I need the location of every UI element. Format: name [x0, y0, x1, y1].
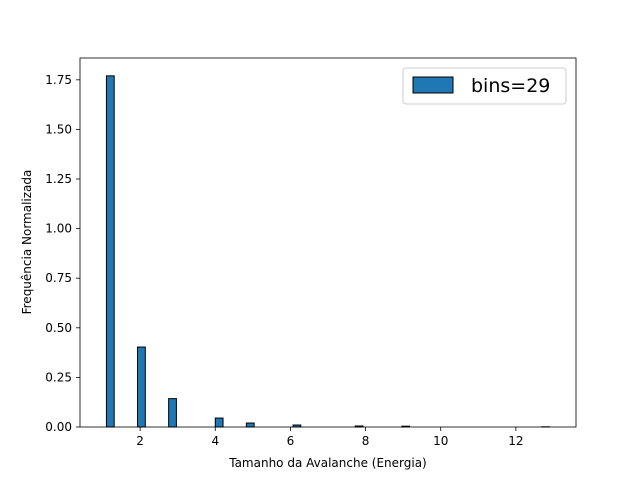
- y-axis-label: Frequência Normalizada: [20, 170, 34, 315]
- legend: bins=29: [402, 67, 567, 105]
- y-tick-label: 1.00: [45, 222, 72, 236]
- x-tick-label: 10: [433, 434, 448, 448]
- y-tick-label: 0.25: [45, 370, 72, 384]
- y-tick-label: 0.00: [45, 420, 72, 434]
- bar-bin-1: [105, 75, 115, 428]
- bar-bin-3: [137, 346, 146, 428]
- y-tick-label: 1.25: [45, 172, 72, 186]
- plot-frame: [79, 57, 577, 428]
- legend-label: bins=29: [471, 75, 550, 97]
- x-axis-ticks: 2 4 6 8 10 12: [136, 427, 524, 448]
- x-axis-label: Tamanho da Avalanche (Energia): [228, 456, 427, 470]
- y-axis-ticks: 0.00 0.25 0.50 0.75 1.00 1.25 1.50 1.75: [45, 73, 80, 434]
- y-tick-label: 0.50: [45, 321, 72, 335]
- x-tick-label: 6: [287, 434, 295, 448]
- x-tick-label: 4: [211, 434, 219, 448]
- legend-swatch: [412, 76, 454, 94]
- y-tick-label: 1.50: [45, 122, 72, 136]
- y-tick-label: 0.75: [45, 271, 72, 285]
- bar-bin-10: [245, 422, 255, 428]
- bar-bin-8: [214, 417, 224, 428]
- x-tick-label: 12: [508, 434, 523, 448]
- x-tick-label: 8: [362, 434, 370, 448]
- x-tick-label: 2: [136, 434, 144, 448]
- y-tick-label: 1.75: [45, 73, 72, 87]
- bar-bin-5: [168, 398, 177, 428]
